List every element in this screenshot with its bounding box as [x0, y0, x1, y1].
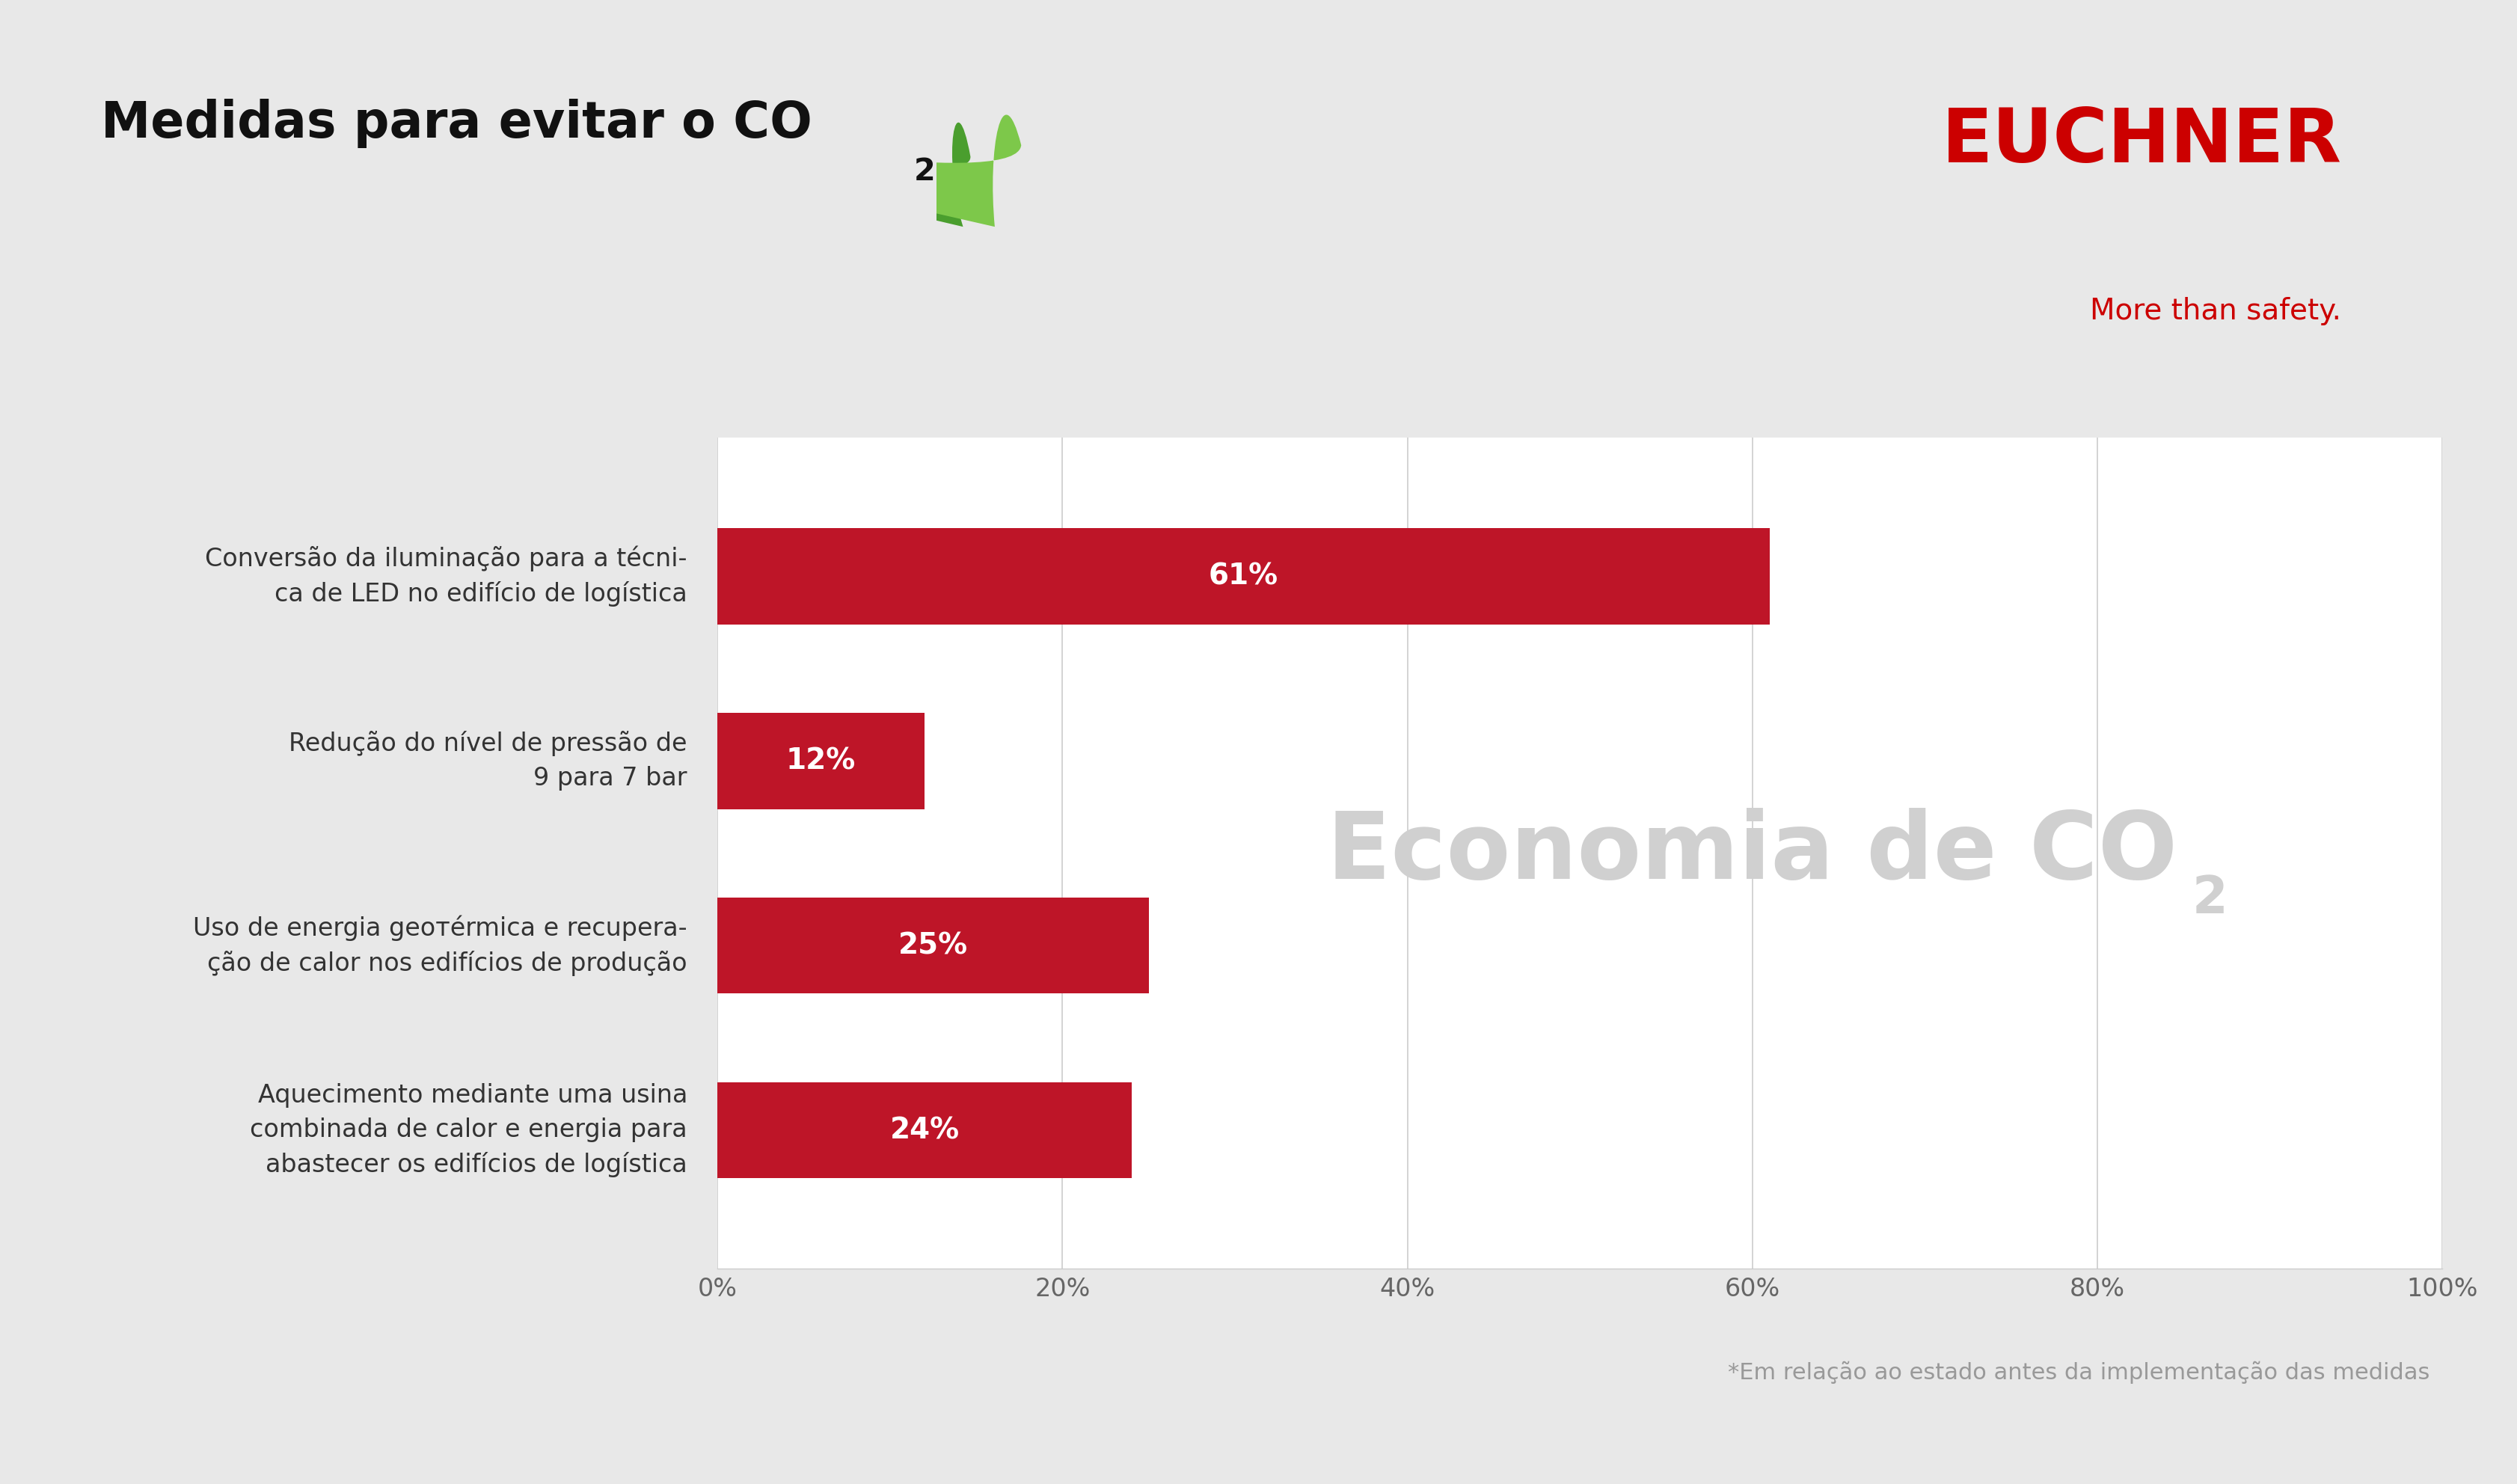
Text: Conversão da iluminação para a técni-
ca de LED no edifício de logística: Conversão da iluminação para a técni- ca…: [206, 546, 687, 607]
Text: 24%: 24%: [889, 1116, 959, 1144]
Text: Aquecimento mediante uma usina
combinada de calor e energia para
abastecer os ed: Aquecimento mediante uma usina combinada…: [249, 1083, 687, 1178]
Bar: [717, 1082, 1130, 1178]
Bar: [717, 528, 1769, 625]
Text: Uso de energia geoтérmica e recupera-
ção de calor nos edifícios de produção: Uso de energia geoтérmica e recupera- çã…: [194, 916, 687, 976]
PathPatch shape: [0, 114, 1022, 1484]
Text: Medidas para evitar o CO: Medidas para evitar o CO: [101, 99, 810, 148]
Bar: [717, 712, 924, 809]
Text: 25%: 25%: [899, 932, 967, 960]
Text: Economia de CO: Economia de CO: [1326, 809, 2177, 898]
Text: More than safety.: More than safety.: [2089, 297, 2341, 325]
Text: 61%: 61%: [1208, 562, 1279, 591]
Text: EUCHNER: EUCHNER: [1941, 105, 2341, 178]
Text: 2: 2: [2192, 874, 2228, 923]
Text: 12%: 12%: [785, 746, 856, 775]
Text: 2: 2: [914, 157, 936, 187]
Text: *Em relação ao estado antes da implementação das medidas: *Em relação ao estado antes da implement…: [1727, 1361, 2429, 1385]
PathPatch shape: [0, 123, 972, 1484]
Bar: [717, 898, 1148, 994]
Text: Redução do nível de pressão de
9 para 7 bar: Redução do nível de pressão de 9 para 7 …: [289, 732, 687, 791]
